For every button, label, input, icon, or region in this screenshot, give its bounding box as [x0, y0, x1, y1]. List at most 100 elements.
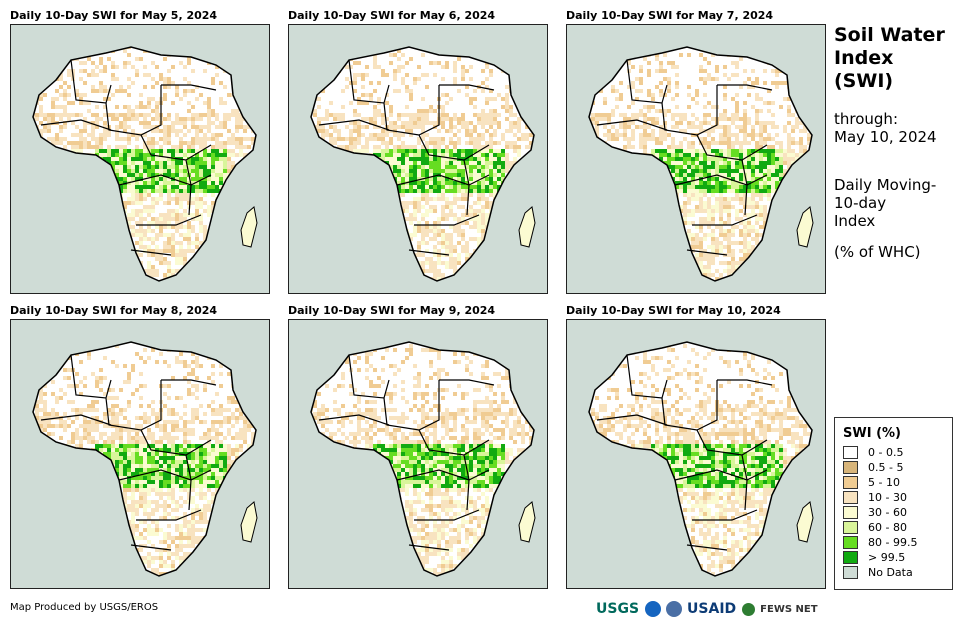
country-border — [130, 249, 172, 256]
map-canvas — [588, 341, 814, 577]
map-panel-5: Daily 10-Day SWI for May 9, 2024 — [288, 303, 548, 589]
madagascar — [240, 206, 258, 248]
country-border — [418, 134, 490, 161]
legend-label: 10 - 30 — [868, 491, 907, 504]
country-border — [596, 119, 668, 131]
madagascar — [518, 206, 536, 248]
coastline — [310, 341, 535, 577]
coastline — [32, 341, 257, 577]
country-border — [40, 119, 112, 131]
legend: SWI (%) 0 - 0.5 0.5 - 5 5 - 10 10 - 30 30 - … — [834, 417, 953, 590]
country-border — [318, 414, 390, 426]
country-border — [692, 214, 758, 226]
coastline — [588, 46, 813, 282]
noaa-logo-icon — [645, 601, 662, 617]
madagascar — [240, 501, 258, 543]
legend-label: No Data — [868, 566, 913, 579]
country-border — [118, 174, 212, 186]
map-canvas — [310, 46, 536, 282]
country-border — [136, 509, 202, 521]
map-canvas — [32, 46, 258, 282]
country-border — [408, 544, 450, 551]
country-border — [741, 159, 748, 216]
country-border — [741, 454, 748, 511]
legend-item: 0 - 0.5 — [843, 445, 952, 460]
map-canvas — [32, 341, 258, 577]
country-border — [626, 354, 668, 399]
legend-label: 60 - 80 — [868, 521, 907, 534]
madagascar — [796, 501, 814, 543]
legend-swatch — [843, 536, 858, 549]
description-line: 10-day — [834, 194, 887, 212]
legend-item: 80 - 99.5 — [843, 535, 952, 550]
africa-swi-map — [288, 319, 548, 589]
map-panel-4: Daily 10-Day SWI for May 8, 2024 — [10, 303, 270, 589]
country-border — [463, 159, 470, 216]
coastline — [310, 46, 535, 282]
country-border — [626, 59, 668, 104]
panel-title: Daily 10-Day SWI for May 10, 2024 — [566, 304, 781, 317]
legend-label: 0 - 0.5 — [868, 446, 904, 459]
legend-swatch — [843, 476, 858, 489]
panel-title: Daily 10-Day SWI for May 5, 2024 — [10, 9, 218, 22]
legend-title: SWI (%) — [843, 426, 901, 441]
country-border — [318, 119, 390, 131]
country-border — [118, 469, 212, 481]
legend-item: 0.5 - 5 — [843, 460, 952, 475]
country-border — [418, 429, 490, 456]
fews-net-logo: FEWS NET — [760, 603, 818, 615]
country-border — [348, 354, 390, 399]
country-border — [717, 84, 773, 91]
country-border — [70, 354, 112, 399]
usaid-logo: USAID — [687, 601, 737, 617]
through-block: through: May 10, 2024 — [834, 110, 937, 146]
legend-swatch — [843, 566, 858, 579]
description-block: Daily Moving- 10-day Index — [834, 176, 936, 230]
country-border — [40, 414, 112, 426]
country-border — [130, 544, 172, 551]
globe-icon — [742, 602, 756, 616]
legend-swatch — [843, 491, 858, 504]
country-border — [696, 429, 768, 456]
legend-item: 10 - 30 — [843, 490, 952, 505]
map-canvas — [588, 46, 814, 282]
map-panel-1: Daily 10-Day SWI for May 5, 2024 — [10, 8, 270, 294]
panel-title: Daily 10-Day SWI for May 6, 2024 — [288, 9, 496, 22]
coastline — [32, 46, 257, 282]
legend-label: 80 - 99.5 — [868, 536, 918, 549]
panel-title: Daily 10-Day SWI for May 8, 2024 — [10, 304, 218, 317]
country-border — [408, 249, 450, 256]
africa-swi-map — [10, 24, 270, 294]
legend-label: 0.5 - 5 — [868, 461, 904, 474]
madagascar — [518, 501, 536, 543]
map-panel-2: Daily 10-Day SWI for May 6, 2024 — [288, 8, 548, 294]
main-title: Soil Water Index (SWI) — [834, 24, 945, 93]
legend-swatch — [843, 446, 858, 459]
legend-swatch — [843, 506, 858, 519]
doi-seal-icon — [666, 601, 683, 617]
country-border — [674, 174, 768, 186]
country-border — [414, 509, 480, 521]
title-line: (SWI) — [834, 70, 894, 92]
country-border — [396, 174, 490, 186]
usgs-logo: USGS — [596, 601, 640, 617]
country-border — [185, 159, 192, 216]
country-border — [686, 544, 728, 551]
country-border — [596, 414, 668, 426]
country-border — [674, 469, 768, 481]
country-border — [439, 379, 495, 386]
madagascar — [796, 206, 814, 248]
legend-item: > 99.5 — [843, 550, 952, 565]
title-line: Index — [834, 47, 894, 69]
credit-text: Map Produced by USGS/EROS — [10, 602, 159, 613]
agency-logos: USGS USAID FEWS NET — [596, 598, 824, 620]
country-border — [70, 59, 112, 104]
country-border — [140, 429, 212, 456]
description-line: Daily Moving- — [834, 176, 937, 194]
panel-title: Daily 10-Day SWI for May 9, 2024 — [288, 304, 496, 317]
through-label: through: — [834, 110, 898, 128]
africa-swi-map — [566, 319, 826, 589]
country-border — [396, 469, 490, 481]
legend-swatch — [843, 551, 858, 564]
africa-swi-map — [288, 24, 548, 294]
